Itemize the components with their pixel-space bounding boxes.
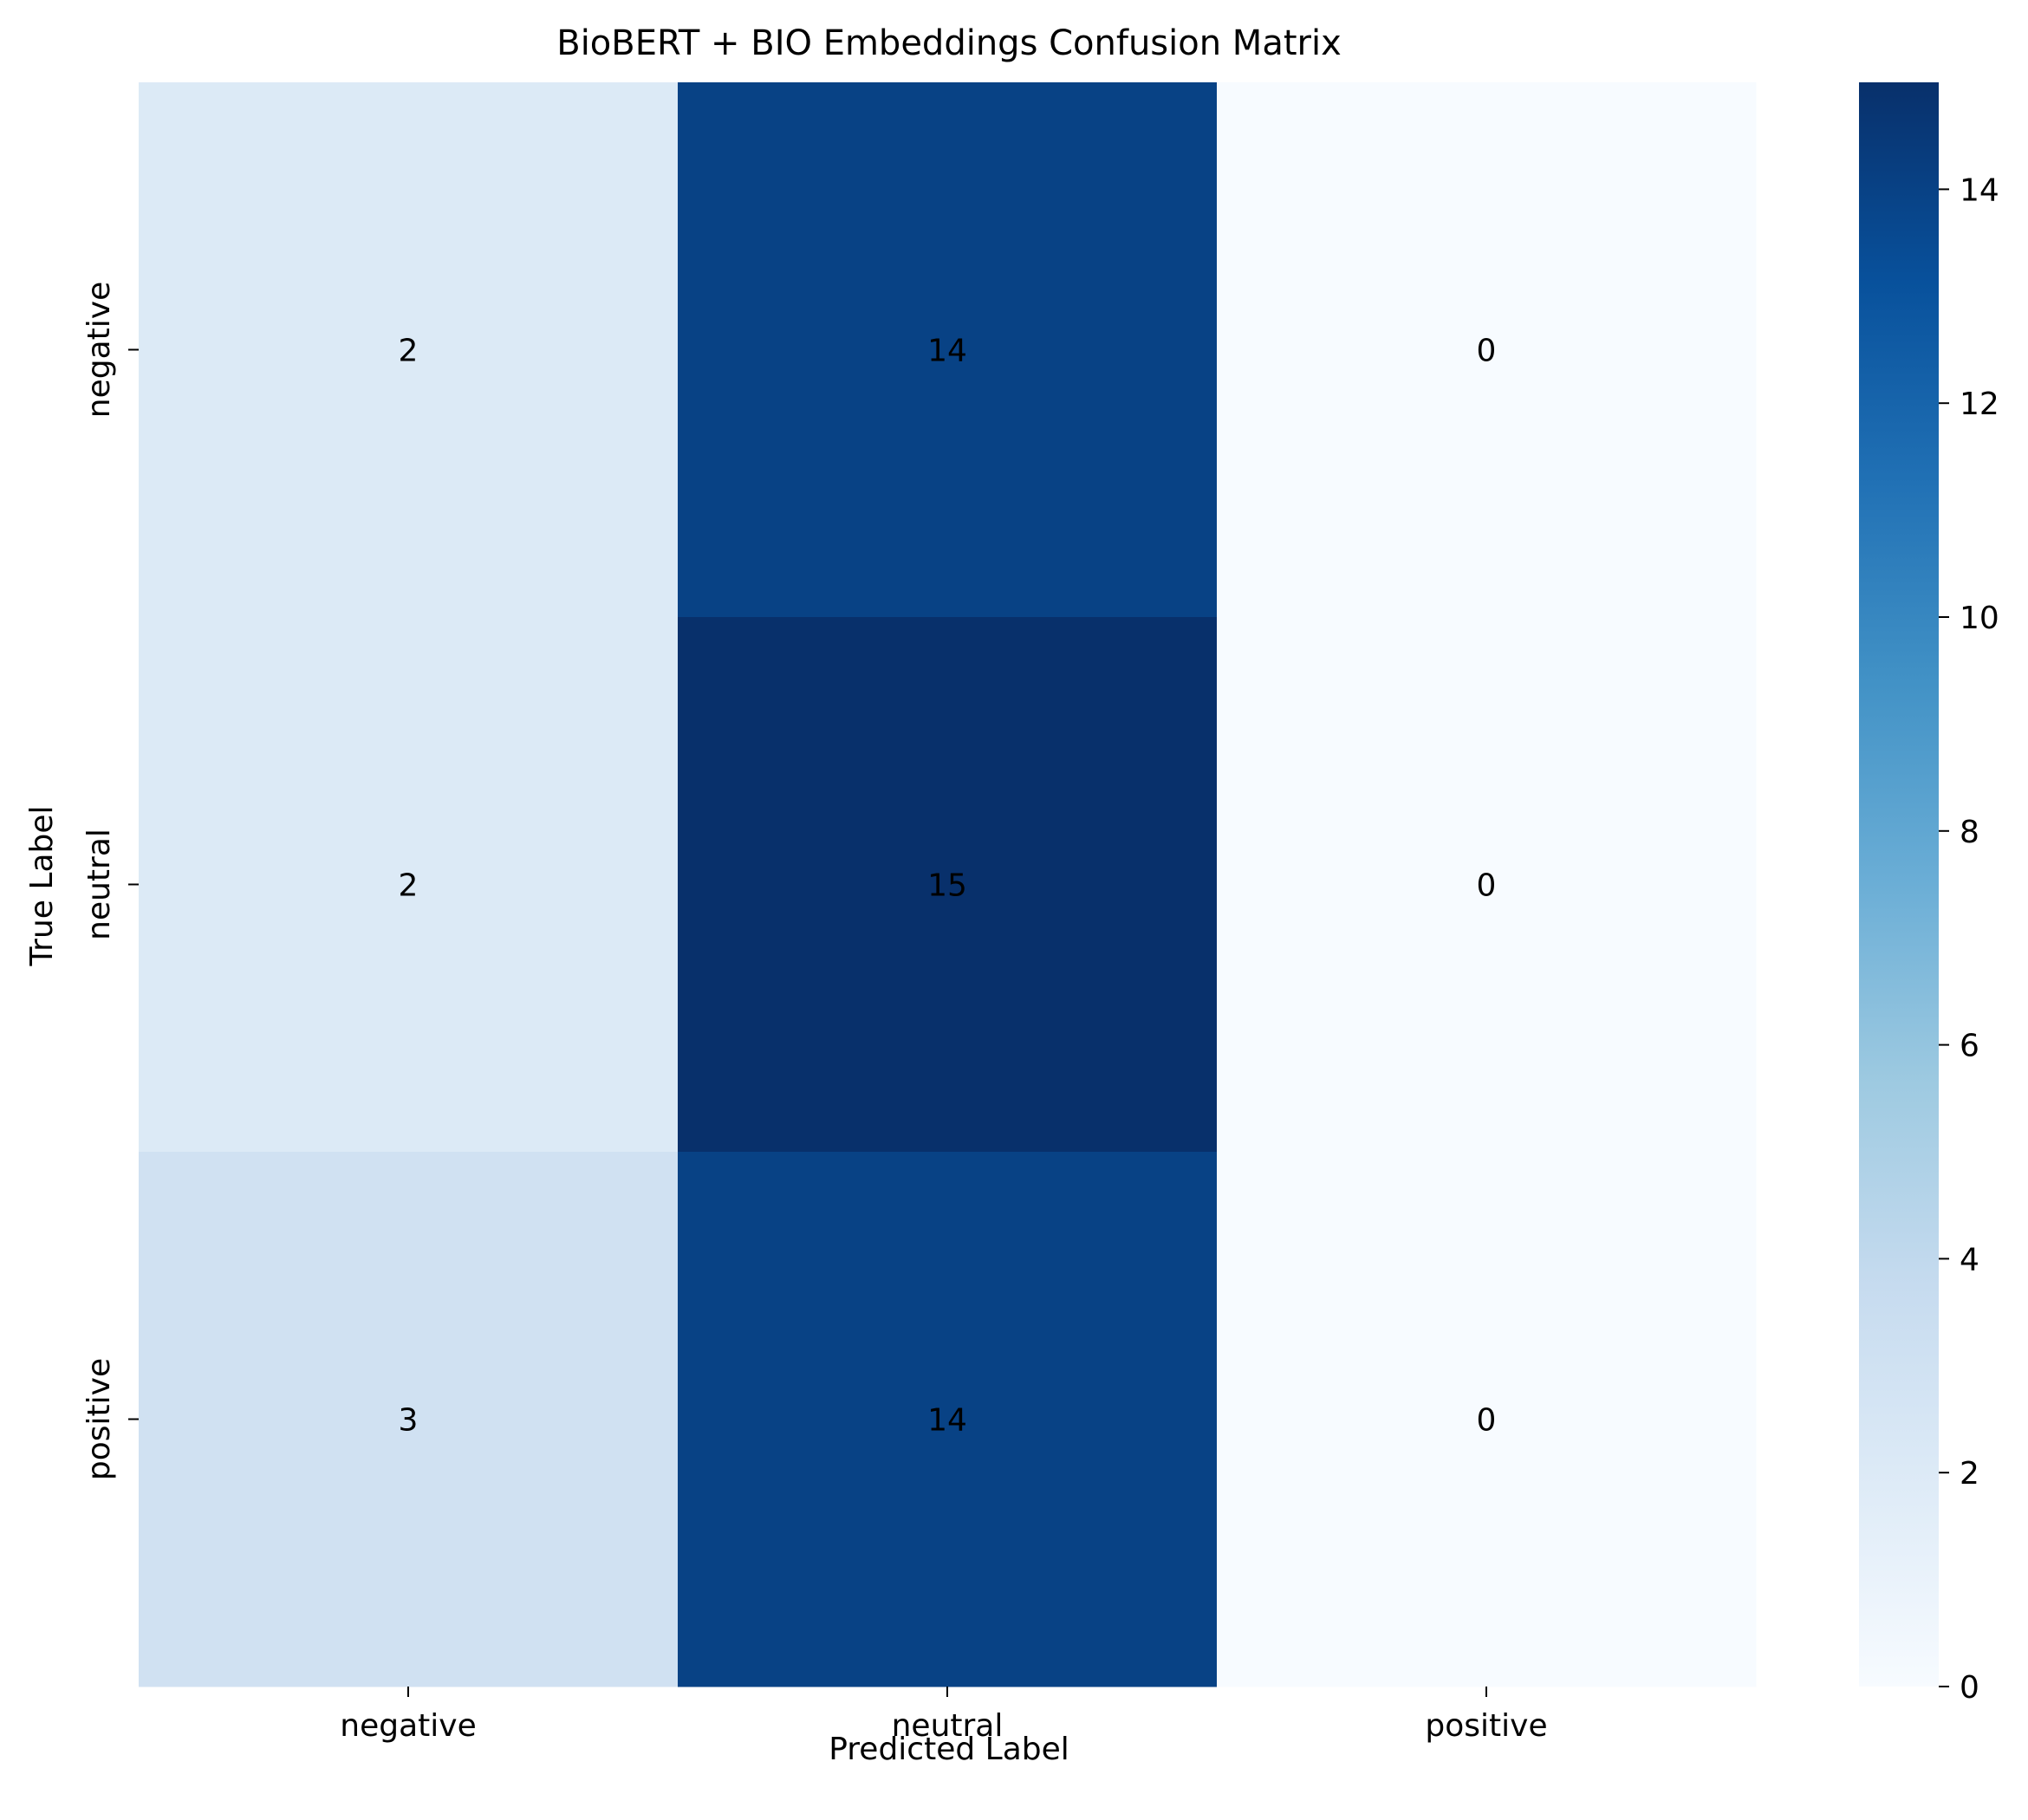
- y-tick-label: neutral: [81, 829, 117, 940]
- heatmap-grid: [139, 82, 1757, 1687]
- x-axis: negative neutral positive: [340, 1687, 1548, 1744]
- y-tick-label: positive: [81, 1358, 117, 1480]
- heatmap-cell: [1217, 617, 1757, 1153]
- y-tick-label: negative: [81, 282, 117, 418]
- cell-annotations: 2 14 0 2 15 0 3 14 0: [399, 334, 1497, 1439]
- heatmap-cell: [139, 617, 679, 1153]
- cell-value-label: 14: [927, 1403, 967, 1439]
- heatmap-cell: [1217, 82, 1757, 618]
- cell-value-label: 3: [399, 1403, 419, 1439]
- cell-value-label: 0: [1477, 868, 1497, 904]
- y-axis: negative neutral positive: [81, 282, 139, 1480]
- chart-title: BioBERT + BIO Embeddings Confusion Matri…: [556, 23, 1342, 63]
- colorbar-tick-label: 4: [1960, 1242, 1979, 1277]
- heatmap-cell: [678, 617, 1218, 1153]
- cell-value-label: 2: [399, 868, 419, 904]
- colorbar-tick-label: 6: [1960, 1029, 1979, 1064]
- cell-value-label: 14: [927, 334, 967, 369]
- colorbar-gradient: [1859, 82, 1939, 1687]
- cell-value-label: 2: [399, 334, 419, 369]
- colorbar: 0 2 4 6 8 10 12 14: [1859, 82, 1999, 1706]
- heatmap-cell: [678, 82, 1218, 618]
- x-tick-label: neutral: [892, 1708, 1004, 1744]
- colorbar-tick-label: 2: [1960, 1456, 1979, 1492]
- cell-value-label: 15: [927, 868, 967, 904]
- cell-value-label: 0: [1477, 334, 1497, 369]
- colorbar-tick-label: 10: [1960, 601, 1999, 636]
- x-tick-label: positive: [1425, 1708, 1547, 1744]
- x-axis-label: Predicted Label: [829, 1732, 1069, 1767]
- cell-value-label: 0: [1477, 1403, 1497, 1439]
- heatmap-cell: [139, 82, 679, 618]
- colorbar-tick-label: 12: [1960, 387, 1999, 422]
- heatmap-cell: [139, 1152, 679, 1687]
- x-tick-label: negative: [340, 1708, 476, 1744]
- heatmap-cell: [1217, 1152, 1757, 1687]
- colorbar-tick-label: 0: [1960, 1670, 1979, 1706]
- y-axis-label: True Label: [24, 805, 60, 966]
- heatmap-cell: [678, 1152, 1218, 1687]
- colorbar-tick-label: 14: [1960, 172, 1999, 208]
- colorbar-tick-label: 8: [1960, 815, 1979, 850]
